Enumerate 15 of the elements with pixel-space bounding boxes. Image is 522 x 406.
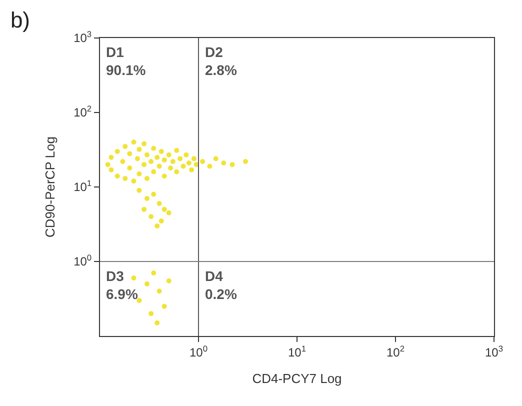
y-axis-title: CD90-PerCP Log [42,136,58,238]
x-tick-label: 10$^{2}$ [386,343,405,360]
annotation: D1 90.1% [106,44,146,78]
x-tick-label: 10$^{1}$ [288,343,306,360]
chart-title: b) [10,8,30,33]
x-axis-title: CD4-PCY7 Log [252,371,342,386]
annotation: D4 0.2% [205,268,238,302]
y-tick-label: 10$^{1}$ [74,178,92,194]
y-tick-label: 10$^{0}$ [74,252,92,269]
y-tick-label: 10$^{2}$ [74,104,92,120]
annotation: D3 6.9% [106,268,138,302]
annotation: D2 2.8% [205,44,238,78]
y-tick-label: 10$^{3}$ [74,29,92,46]
x-tick-label: 10$^{0}$ [189,343,208,360]
x-tick-label: 10$^{3}$ [484,343,504,360]
